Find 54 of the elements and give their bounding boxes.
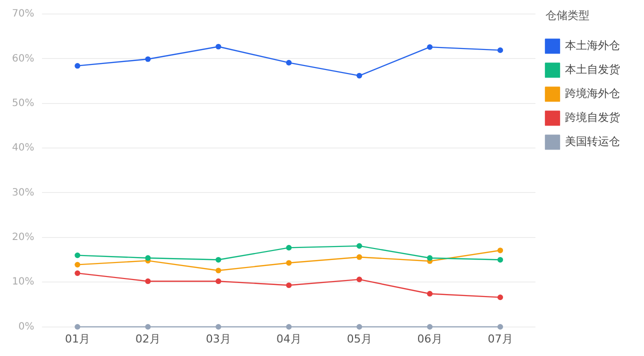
point	[427, 290, 433, 297]
point	[356, 243, 362, 249]
point	[427, 44, 433, 50]
legend-label: 跨境海外仓	[565, 87, 620, 100]
legend-label: 美国转运仓	[565, 135, 620, 148]
point	[497, 256, 504, 263]
point	[497, 47, 504, 53]
point	[145, 278, 151, 284]
y-tick-label: 50%	[12, 98, 34, 109]
x-tick-label: 07月	[488, 332, 513, 346]
point	[74, 270, 80, 276]
x-tick-label: 03月	[206, 332, 231, 346]
point	[356, 324, 362, 330]
point	[74, 252, 80, 258]
point	[356, 72, 362, 78]
point	[286, 244, 292, 251]
legend-label: 本土海外仓	[565, 39, 620, 52]
x-tick-label: 05月	[346, 332, 372, 346]
point	[427, 324, 433, 330]
point	[497, 324, 504, 330]
point	[216, 278, 222, 284]
y-tick-label: 10%	[12, 276, 34, 288]
point	[427, 255, 433, 261]
y-tick-label: 40%	[12, 142, 34, 154]
point	[145, 255, 151, 261]
y-tick-label: 30%	[12, 187, 34, 198]
point	[216, 44, 222, 50]
point	[497, 248, 504, 254]
y-tick-label: 20%	[12, 232, 34, 244]
point	[74, 262, 80, 268]
x-tick-label: 04月	[276, 332, 302, 346]
y-tick-label: 70%	[12, 8, 34, 20]
x-tick-label: 06月	[417, 332, 442, 346]
point	[216, 324, 222, 330]
y-tick-label: 0%	[18, 321, 34, 332]
legend-label: 跨境自发货	[565, 111, 620, 124]
point	[356, 254, 362, 260]
legend-title: 仓储类型	[546, 9, 590, 22]
point	[145, 324, 151, 330]
point	[216, 268, 222, 274]
point	[497, 294, 504, 300]
legend-label: 本土自发货	[565, 63, 620, 76]
x-tick-label: 02月	[135, 332, 160, 346]
point	[145, 56, 151, 62]
point	[286, 324, 292, 330]
point	[286, 260, 292, 266]
point	[216, 256, 222, 263]
x-tick-label: 01月	[64, 332, 90, 346]
point	[74, 63, 80, 69]
point	[74, 324, 80, 330]
point	[356, 276, 362, 282]
y-tick-label: 60%	[12, 53, 34, 64]
point	[286, 60, 292, 66]
point	[286, 282, 292, 288]
